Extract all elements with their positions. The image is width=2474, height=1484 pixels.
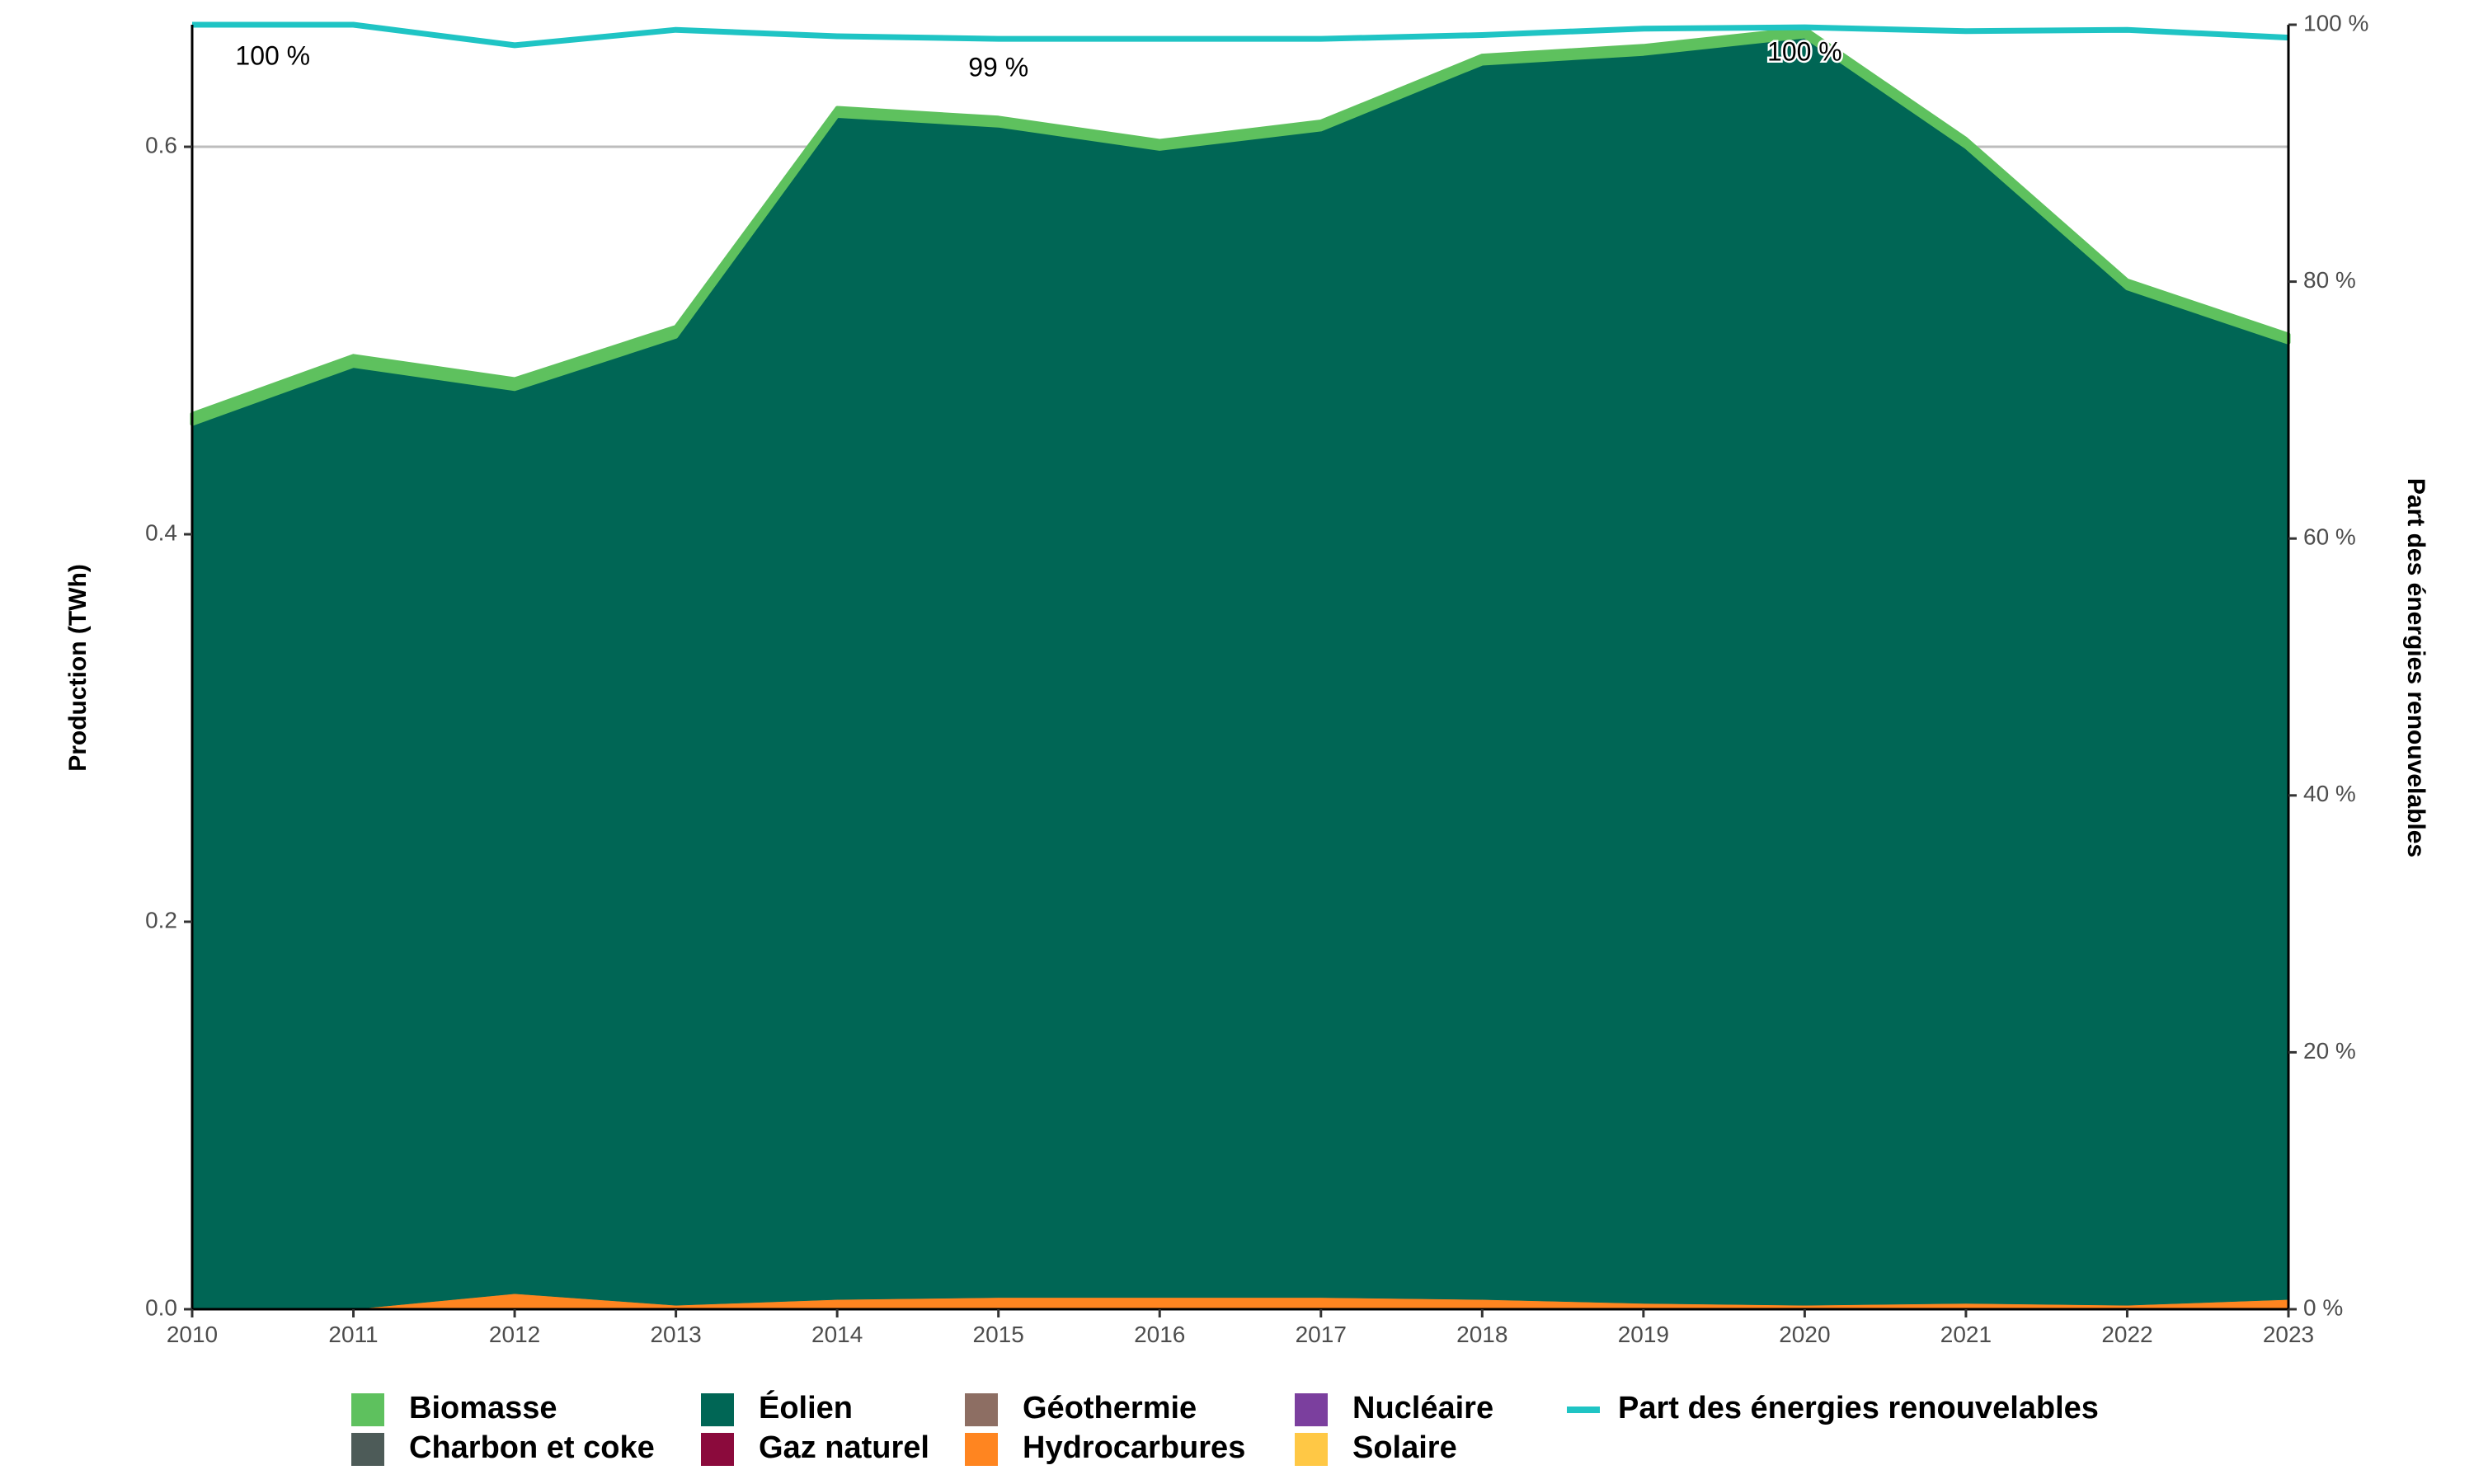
x-tick-label: 2022 bbox=[2101, 1322, 2152, 1347]
x-tick-label: 2017 bbox=[1296, 1322, 1347, 1347]
axes: 0.0 0.2 0.4 0.6 0 % 20 % 40 % 60 % 80 % 100 % 2010… bbox=[145, 10, 2368, 1347]
legend-label-charbon: Charbon et coke bbox=[409, 1430, 655, 1465]
renewable-share-line bbox=[192, 21, 2289, 49]
area-eolien bbox=[191, 35, 2289, 1310]
y2-tick-label: 20 % bbox=[2303, 1038, 2356, 1064]
axis-titles: Production (TWh) Part des énergies renou… bbox=[64, 478, 2429, 857]
x-tick-label: 2012 bbox=[489, 1322, 540, 1347]
legend: Biomasse Charbon et coke Éolien Gaz naturel… bbox=[351, 1389, 2099, 1466]
x-tick-label: 2011 bbox=[328, 1322, 378, 1347]
x-tick-label: 2021 bbox=[1940, 1322, 1992, 1347]
y2-tick-label: 60 % bbox=[2303, 524, 2356, 550]
legend-label-hydrocarbures: Hydrocarbures bbox=[1023, 1430, 1245, 1465]
y-tick-label: 0.6 bbox=[145, 132, 177, 157]
x-tick-label: 2020 bbox=[1779, 1322, 1830, 1347]
legend-label-solaire: Solaire bbox=[1352, 1430, 1457, 1465]
x-tick-label: 2019 bbox=[1618, 1322, 1669, 1347]
legend-swatch-hydrocarbures bbox=[965, 1433, 998, 1466]
legend-swatch-geothermie bbox=[965, 1393, 998, 1426]
x-tick-label: 2015 bbox=[973, 1322, 1024, 1347]
legend-swatch-biomasse bbox=[351, 1393, 384, 1426]
annotation-label-2: 100 % bbox=[1767, 37, 1842, 67]
y2-tick-label: 40 % bbox=[2303, 781, 2356, 806]
y2-tick-label: 100 % bbox=[2303, 10, 2368, 35]
y2-axis-title: Part des énergies renouvelables bbox=[2402, 478, 2429, 857]
annotations: 100 % 99 % 100 % bbox=[233, 35, 1844, 84]
y-axis-title: Production (TWh) bbox=[64, 564, 92, 772]
legend-label-share-line: Part des énergies renouvelables bbox=[1618, 1391, 2099, 1425]
x-tick-label: 2023 bbox=[2263, 1322, 2314, 1347]
renewable-share-line-group bbox=[192, 21, 2289, 49]
legend-swatch-solaire bbox=[1295, 1433, 1328, 1466]
y-tick-label: 0.4 bbox=[145, 519, 177, 545]
x-tick-label: 2016 bbox=[1134, 1322, 1185, 1347]
legend-label-eolien: Éolien bbox=[759, 1389, 853, 1425]
legend-swatch-charbon bbox=[351, 1433, 384, 1466]
y-tick-label: 0.0 bbox=[145, 1294, 177, 1320]
legend-label-biomasse: Biomasse bbox=[409, 1391, 557, 1425]
x-tick-label: 2013 bbox=[650, 1322, 701, 1347]
y-tick-label: 0.2 bbox=[145, 907, 177, 932]
x-tick-label: 2014 bbox=[811, 1322, 863, 1347]
legend-swatch-nucleaire bbox=[1295, 1393, 1328, 1426]
legend-label-gaz: Gaz naturel bbox=[759, 1430, 929, 1465]
x-tick-label: 2010 bbox=[167, 1322, 218, 1347]
legend-swatch-gaz bbox=[701, 1433, 734, 1466]
legend-label-nucleaire: Nucléaire bbox=[1352, 1391, 1493, 1425]
x-tick-label: 2018 bbox=[1456, 1322, 1507, 1347]
legend-label-geothermie: Géothermie bbox=[1023, 1391, 1197, 1425]
legend-swatch-eolien bbox=[701, 1393, 734, 1426]
y2-tick-label: 80 % bbox=[2303, 267, 2356, 293]
stacked-areas bbox=[190, 26, 2291, 1310]
y2-tick-label: 0 % bbox=[2303, 1294, 2343, 1320]
annotation-label-0: 100 % bbox=[235, 40, 310, 70]
annotation-label-1: 99 % bbox=[968, 53, 1028, 82]
